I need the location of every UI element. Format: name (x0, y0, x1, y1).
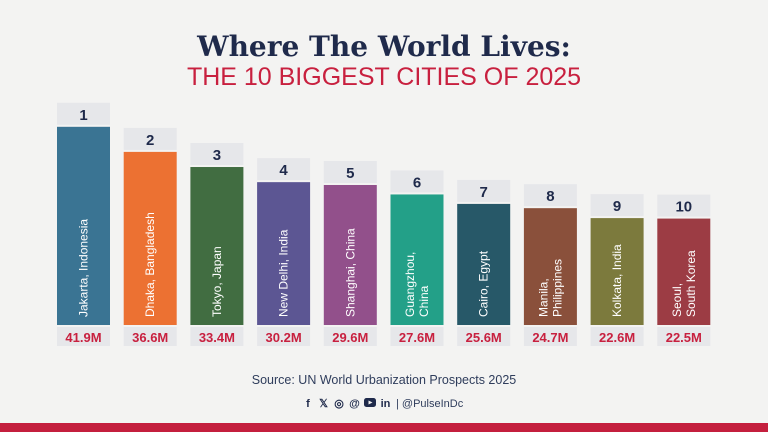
bar (257, 182, 311, 325)
bar-category-label: Tokyo, Japan (210, 246, 224, 317)
value-box (257, 327, 311, 346)
instagram-icon[interactable]: ◎ (334, 398, 344, 410)
value-label: 29.6M (332, 330, 368, 345)
rank-label: 9 (613, 198, 621, 215)
bar (590, 218, 644, 325)
rank-label: 6 (413, 174, 421, 191)
footer-band (0, 423, 768, 432)
x-icon[interactable]: 𝕏 (319, 398, 328, 410)
rank-label: 5 (346, 165, 354, 182)
bar-category-label: Cairo, Egypt (477, 250, 491, 317)
social-handle: | @PulseInDc (396, 398, 464, 410)
value-label: 36.6M (132, 330, 168, 345)
value-box (590, 327, 644, 346)
value-label: 27.6M (399, 330, 435, 345)
bar (657, 218, 711, 325)
category-line: Cairo, Egypt (477, 250, 491, 317)
value-label: 24.7M (532, 330, 568, 345)
category-line: Dhaka, Bangladesh (143, 212, 157, 317)
category-line: Jakarta, Indonesia (77, 219, 91, 317)
bar (390, 194, 444, 325)
value-label: 22.6M (599, 330, 635, 345)
category-line: New Delhi, India (277, 229, 291, 317)
rank-label: 4 (279, 162, 288, 179)
value-label: 30.2M (266, 330, 302, 345)
bar-category-label: Seoul,South Korea (670, 250, 698, 317)
value-box (190, 327, 244, 346)
rank-box (57, 102, 110, 125)
threads-icon[interactable]: @ (349, 398, 360, 410)
rank-box (390, 170, 444, 193)
bar-category-label: Jakarta, Indonesia (77, 219, 91, 317)
category-line: Guangzhou, (403, 252, 417, 317)
bar (190, 167, 244, 325)
page-subtitle: THE 10 BIGGEST CITIES OF 2025 (187, 63, 581, 91)
bar-category-label: Shanghai, China (343, 228, 357, 317)
source-note: Source: UN World Urbanization Prospects … (252, 373, 517, 387)
bar (57, 126, 110, 325)
category-line: China (417, 285, 431, 317)
category-line: Shanghai, China (343, 228, 357, 317)
rank-box (657, 194, 711, 217)
rank-box (190, 143, 244, 166)
rank-label: 2 (146, 132, 154, 149)
rank-box (457, 179, 511, 202)
social-icons: f 𝕏 ◎ @ in (306, 398, 391, 410)
rank-label: 7 (480, 184, 488, 201)
category-line: Seoul, (670, 283, 684, 317)
bar-category-label: Kolkata, India (610, 244, 624, 317)
bar (123, 151, 177, 325)
value-label: 33.4M (199, 330, 235, 345)
bar-category-label: Guangzhou,China (403, 252, 431, 317)
value-box (657, 327, 711, 346)
rank-box (323, 160, 377, 183)
category-line: Kolkata, India (610, 244, 624, 317)
value-box (123, 327, 177, 346)
bar-category-label: Manila,Philippines (536, 259, 564, 317)
value-box (390, 327, 444, 346)
page-title: Where The World Lives: (196, 30, 571, 63)
bars-group: 1 Jakarta, Indonesia 41.9M 2 Dhaka, Banglade… (57, 102, 711, 346)
linkedin-icon[interactable]: in (381, 398, 391, 410)
rank-label: 10 (675, 199, 692, 216)
category-line: Manila, (536, 278, 550, 317)
category-line: Philippines (550, 259, 564, 317)
value-box (323, 327, 377, 346)
category-line: South Korea (684, 250, 698, 317)
rank-box (123, 127, 177, 150)
facebook-icon[interactable]: f (306, 398, 310, 410)
rank-box (257, 158, 311, 181)
rank-label: 8 (546, 188, 554, 205)
bar (323, 184, 377, 325)
rank-box (590, 194, 644, 217)
category-line: Tokyo, Japan (210, 246, 224, 317)
bar-category-label: Dhaka, Bangladesh (143, 212, 157, 317)
value-label: 25.6M (466, 330, 502, 345)
value-box (523, 327, 577, 346)
bar (523, 208, 577, 325)
value-box (457, 327, 511, 346)
bar-category-label: New Delhi, India (277, 229, 291, 317)
value-label: 41.9M (65, 330, 101, 345)
rank-label: 3 (213, 147, 221, 164)
value-label: 22.5M (666, 330, 702, 345)
rank-label: 1 (79, 107, 87, 124)
play-glyph (368, 400, 373, 405)
bar (457, 203, 511, 325)
value-box (57, 327, 110, 346)
rank-box (523, 184, 577, 207)
